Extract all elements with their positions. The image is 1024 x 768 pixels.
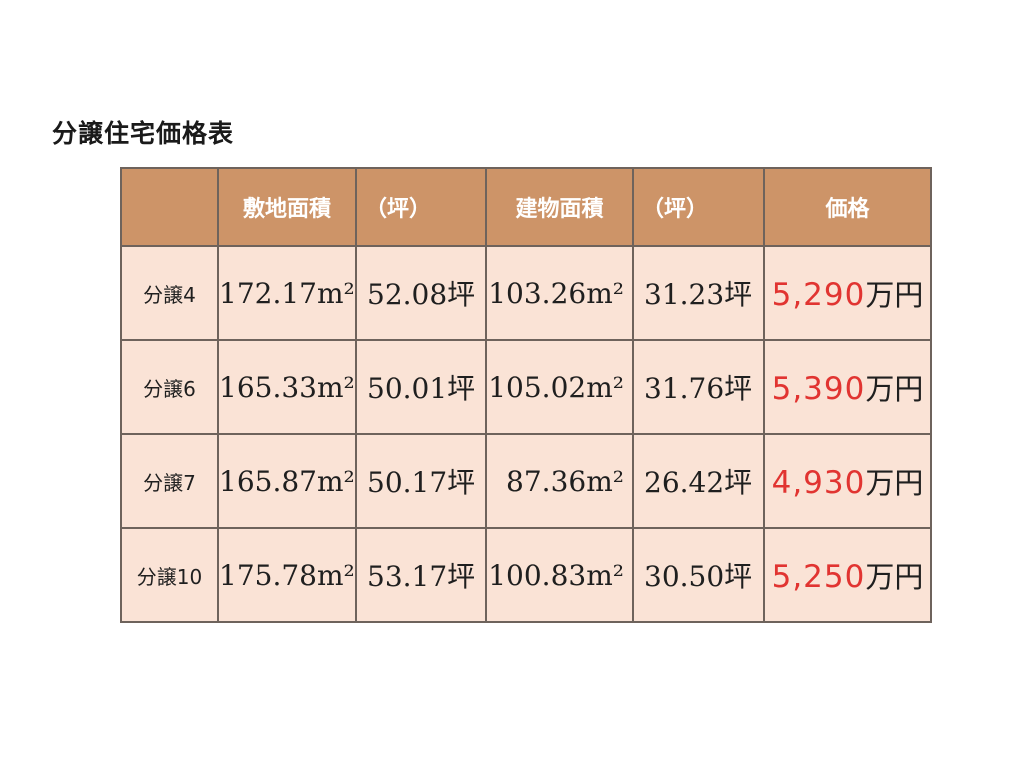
sqm-unit: m² — [586, 464, 624, 498]
row-label: 分譲6 — [120, 339, 219, 435]
building-tsubo-value: 31.76 — [644, 372, 725, 405]
land-sqm-value: 172.17 — [219, 276, 317, 310]
table-row: 分譲6 165.33m² 50.01坪 105.02m² 31.76坪 5,39… — [120, 339, 932, 435]
tsubo-unit: 坪 — [447, 372, 476, 405]
building-sqm-cell: 105.02m² — [485, 339, 634, 435]
land-sqm-cell: 172.17m² — [217, 245, 357, 341]
tsubo-unit: 坪 — [447, 278, 476, 311]
header-land-tsubo: （坪） — [355, 167, 487, 247]
table-body: 分譲4 172.17m² 52.08坪 103.26m² 31.23坪 5,29… — [120, 245, 932, 623]
building-sqm-value: 105.02 — [488, 370, 587, 404]
building-sqm-cell: 87.36m² — [485, 433, 634, 529]
table-row: 分譲4 172.17m² 52.08坪 103.26m² 31.23坪 5,29… — [120, 245, 932, 341]
header-building-area: 建物面積 — [485, 167, 634, 247]
row-label: 分譲7 — [120, 433, 219, 529]
land-tsubo-value: 50.01 — [367, 372, 448, 405]
land-sqm-cell: 165.87m² — [217, 433, 357, 529]
price-value: 5,390 — [771, 371, 866, 407]
land-tsubo-value: 52.08 — [367, 278, 448, 311]
price-unit: 万円 — [865, 466, 924, 500]
tsubo-unit: 坪 — [447, 560, 476, 593]
sqm-unit: m² — [316, 276, 355, 310]
building-sqm-value: 100.83 — [488, 558, 587, 592]
price-unit: 万円 — [865, 278, 924, 312]
building-sqm-value: 103.26 — [488, 276, 587, 310]
land-tsubo-cell: 52.08坪 — [355, 245, 487, 341]
sqm-unit: m² — [316, 464, 355, 498]
building-sqm-value: 87.36 — [506, 464, 587, 498]
price-value: 5,250 — [771, 559, 866, 595]
building-tsubo-cell: 31.76坪 — [632, 339, 765, 435]
price-value: 4,930 — [771, 465, 866, 501]
price-table: 敷地面積 （坪） 建物面積 （坪） 価格 分譲4 172.17m² 52.08坪… — [120, 167, 932, 623]
tsubo-unit: 坪 — [724, 466, 753, 499]
table-row: 分譲10 175.78m² 53.17坪 100.83m² 30.50坪 5,2… — [120, 527, 932, 623]
page-title: 分譲住宅価格表 — [52, 119, 235, 148]
land-tsubo-value: 53.17 — [367, 560, 448, 593]
table-row: 分譲7 165.87m² 50.17坪 87.36m² 26.42坪 4,930… — [120, 433, 932, 529]
header-building-tsubo: （坪） — [632, 167, 765, 247]
sqm-unit: m² — [586, 370, 624, 404]
row-label: 分譲4 — [120, 245, 219, 341]
sqm-unit: m² — [586, 558, 624, 592]
price-cell: 5,290万円 — [763, 245, 932, 341]
price-cell: 5,390万円 — [763, 339, 932, 435]
building-sqm-cell: 100.83m² — [485, 527, 634, 623]
land-tsubo-cell: 50.01坪 — [355, 339, 487, 435]
price-unit: 万円 — [865, 372, 924, 406]
building-tsubo-cell: 31.23坪 — [632, 245, 765, 341]
sqm-unit: m² — [586, 276, 624, 310]
land-tsubo-value: 50.17 — [367, 466, 448, 499]
price-value: 5,290 — [771, 277, 866, 313]
sqm-unit: m² — [316, 558, 355, 592]
building-tsubo-cell: 26.42坪 — [632, 433, 765, 529]
building-sqm-cell: 103.26m² — [485, 245, 634, 341]
header-blank — [120, 167, 219, 247]
row-label: 分譲10 — [120, 527, 219, 623]
price-cell: 5,250万円 — [763, 527, 932, 623]
land-sqm-value: 165.87 — [219, 464, 317, 498]
price-unit: 万円 — [865, 560, 924, 594]
header-price: 価格 — [763, 167, 932, 247]
land-sqm-value: 175.78 — [219, 558, 317, 592]
tsubo-unit: 坪 — [724, 560, 753, 593]
building-tsubo-cell: 30.50坪 — [632, 527, 765, 623]
header-row: 敷地面積 （坪） 建物面積 （坪） 価格 — [120, 167, 932, 247]
land-sqm-cell: 165.33m² — [217, 339, 357, 435]
tsubo-unit: 坪 — [724, 278, 753, 311]
sqm-unit: m² — [316, 370, 355, 404]
price-cell: 4,930万円 — [763, 433, 932, 529]
land-tsubo-cell: 53.17坪 — [355, 527, 487, 623]
land-sqm-cell: 175.78m² — [217, 527, 357, 623]
table-header: 敷地面積 （坪） 建物面積 （坪） 価格 — [120, 167, 932, 247]
header-land-area: 敷地面積 — [217, 167, 357, 247]
land-tsubo-cell: 50.17坪 — [355, 433, 487, 529]
tsubo-unit: 坪 — [447, 466, 476, 499]
tsubo-unit: 坪 — [724, 372, 753, 405]
building-tsubo-value: 30.50 — [644, 560, 725, 593]
building-tsubo-value: 31.23 — [644, 278, 725, 311]
building-tsubo-value: 26.42 — [644, 466, 725, 499]
land-sqm-value: 165.33 — [219, 370, 317, 404]
